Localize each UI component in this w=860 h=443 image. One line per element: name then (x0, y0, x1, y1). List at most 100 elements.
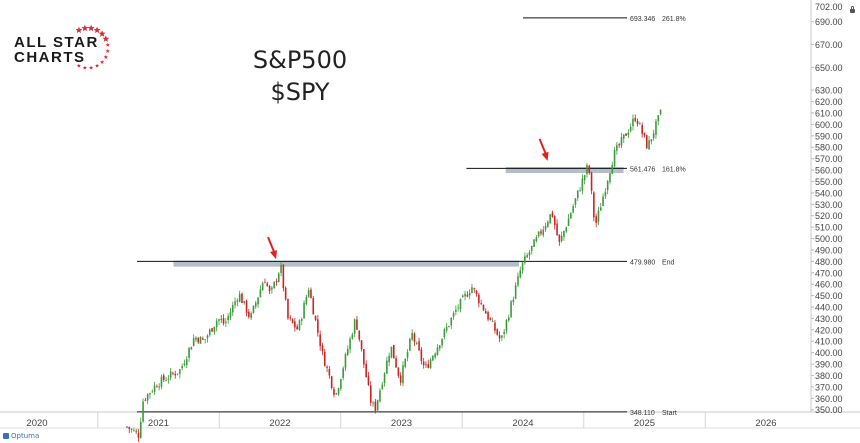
candle-body (257, 297, 259, 305)
candle-body (570, 213, 572, 219)
candle-body (650, 139, 653, 142)
x-year-label: 2024 (512, 418, 533, 429)
candle-body (436, 347, 439, 355)
resistance-zone (173, 260, 520, 267)
candle-body (648, 140, 650, 150)
y-axis-top-label: 702.00 (815, 2, 843, 12)
candle-body (517, 276, 519, 286)
y-tick-label: 410.00 (815, 337, 843, 347)
logo: ALL STAR CHARTS (14, 24, 114, 72)
candle-body (542, 229, 545, 236)
candle-body (162, 375, 165, 380)
candle-body (215, 320, 218, 328)
candle-body (639, 123, 641, 125)
candle-body (261, 283, 264, 291)
candle-body (441, 338, 443, 346)
candle-body (652, 133, 655, 139)
candle-body (238, 293, 241, 302)
y-tick-label: 620.00 (815, 97, 843, 107)
candle-body (206, 335, 209, 339)
candle-body (337, 388, 340, 395)
logo-star (76, 63, 81, 68)
candle-body (494, 322, 496, 331)
candle-body (464, 293, 466, 297)
candle-body (461, 295, 464, 298)
candle-body (128, 426, 131, 429)
candle-body (590, 172, 593, 191)
logo-line-2: CHARTS (14, 49, 86, 66)
candle-body (434, 353, 436, 358)
candle-body (450, 318, 453, 326)
candle-body (429, 359, 432, 369)
candle-body (245, 300, 248, 314)
candle-body (298, 320, 301, 330)
candle-body (365, 363, 367, 378)
y-tick-label: 580.00 (815, 143, 843, 153)
y-tick-label: 360.00 (815, 394, 843, 404)
candle-body (282, 264, 285, 289)
y-tick-label: 550.00 (815, 177, 843, 187)
candle-body (229, 312, 232, 318)
candle-body (211, 328, 213, 332)
chart-title-ticker: $SPY (270, 78, 330, 106)
chart-title: S&P500 $SPY (240, 44, 360, 108)
candle-body (335, 393, 338, 394)
candle-body (195, 337, 197, 340)
candle-body (190, 347, 193, 350)
x-year-label: 2020 (26, 418, 47, 429)
logo-star (75, 26, 83, 34)
logo-star (81, 24, 89, 32)
candle-body (636, 120, 639, 125)
candle-body (213, 326, 216, 333)
candle-body (540, 231, 542, 234)
candle-body (478, 294, 480, 304)
candle-body (252, 305, 255, 313)
candle-body (250, 313, 252, 319)
y-tick-label: 470.00 (815, 268, 843, 278)
y-tick-label: 510.00 (815, 223, 843, 233)
candle-body (392, 344, 395, 359)
candle-body (333, 388, 335, 395)
logo-star (95, 63, 100, 68)
candle-body (404, 358, 407, 367)
candle-body (572, 206, 574, 213)
candle-body (243, 301, 246, 303)
y-tick-label: 500.00 (815, 234, 843, 244)
y-tick-label: 690.00 (815, 17, 843, 27)
fib-level-value: 348.110 (630, 410, 655, 417)
y-tick-label: 420.00 (815, 325, 843, 335)
candle-body (305, 296, 308, 305)
candle-body (185, 359, 188, 365)
candle-body (151, 391, 154, 393)
candle-body (565, 227, 568, 232)
candle-body (330, 376, 333, 389)
candle-body (390, 346, 393, 358)
candle-body (547, 221, 549, 227)
candle-body (296, 326, 298, 330)
candle-body (611, 164, 614, 174)
candle-body (510, 301, 512, 318)
x-year-label: 2022 (269, 418, 290, 429)
candle-body (475, 290, 478, 294)
logo-star (100, 59, 105, 64)
lock-icon[interactable] (850, 6, 855, 13)
candle-body (530, 245, 533, 251)
candle-body (188, 347, 190, 358)
candle-body (153, 385, 156, 392)
candle-body (491, 321, 494, 323)
candle-body (657, 115, 660, 122)
candle-body (535, 237, 538, 242)
candle-body (420, 349, 423, 361)
y-tick-label: 570.00 (815, 154, 843, 164)
annotation-arrowhead (270, 250, 278, 260)
candle-body (142, 401, 144, 422)
candle-body (627, 132, 630, 135)
candle-body (459, 298, 462, 310)
candle-body (321, 345, 324, 352)
candle-body (266, 283, 269, 286)
candle-body (204, 339, 206, 340)
candle-body (409, 338, 411, 351)
candle-body (169, 371, 172, 378)
candle-body (126, 426, 128, 428)
